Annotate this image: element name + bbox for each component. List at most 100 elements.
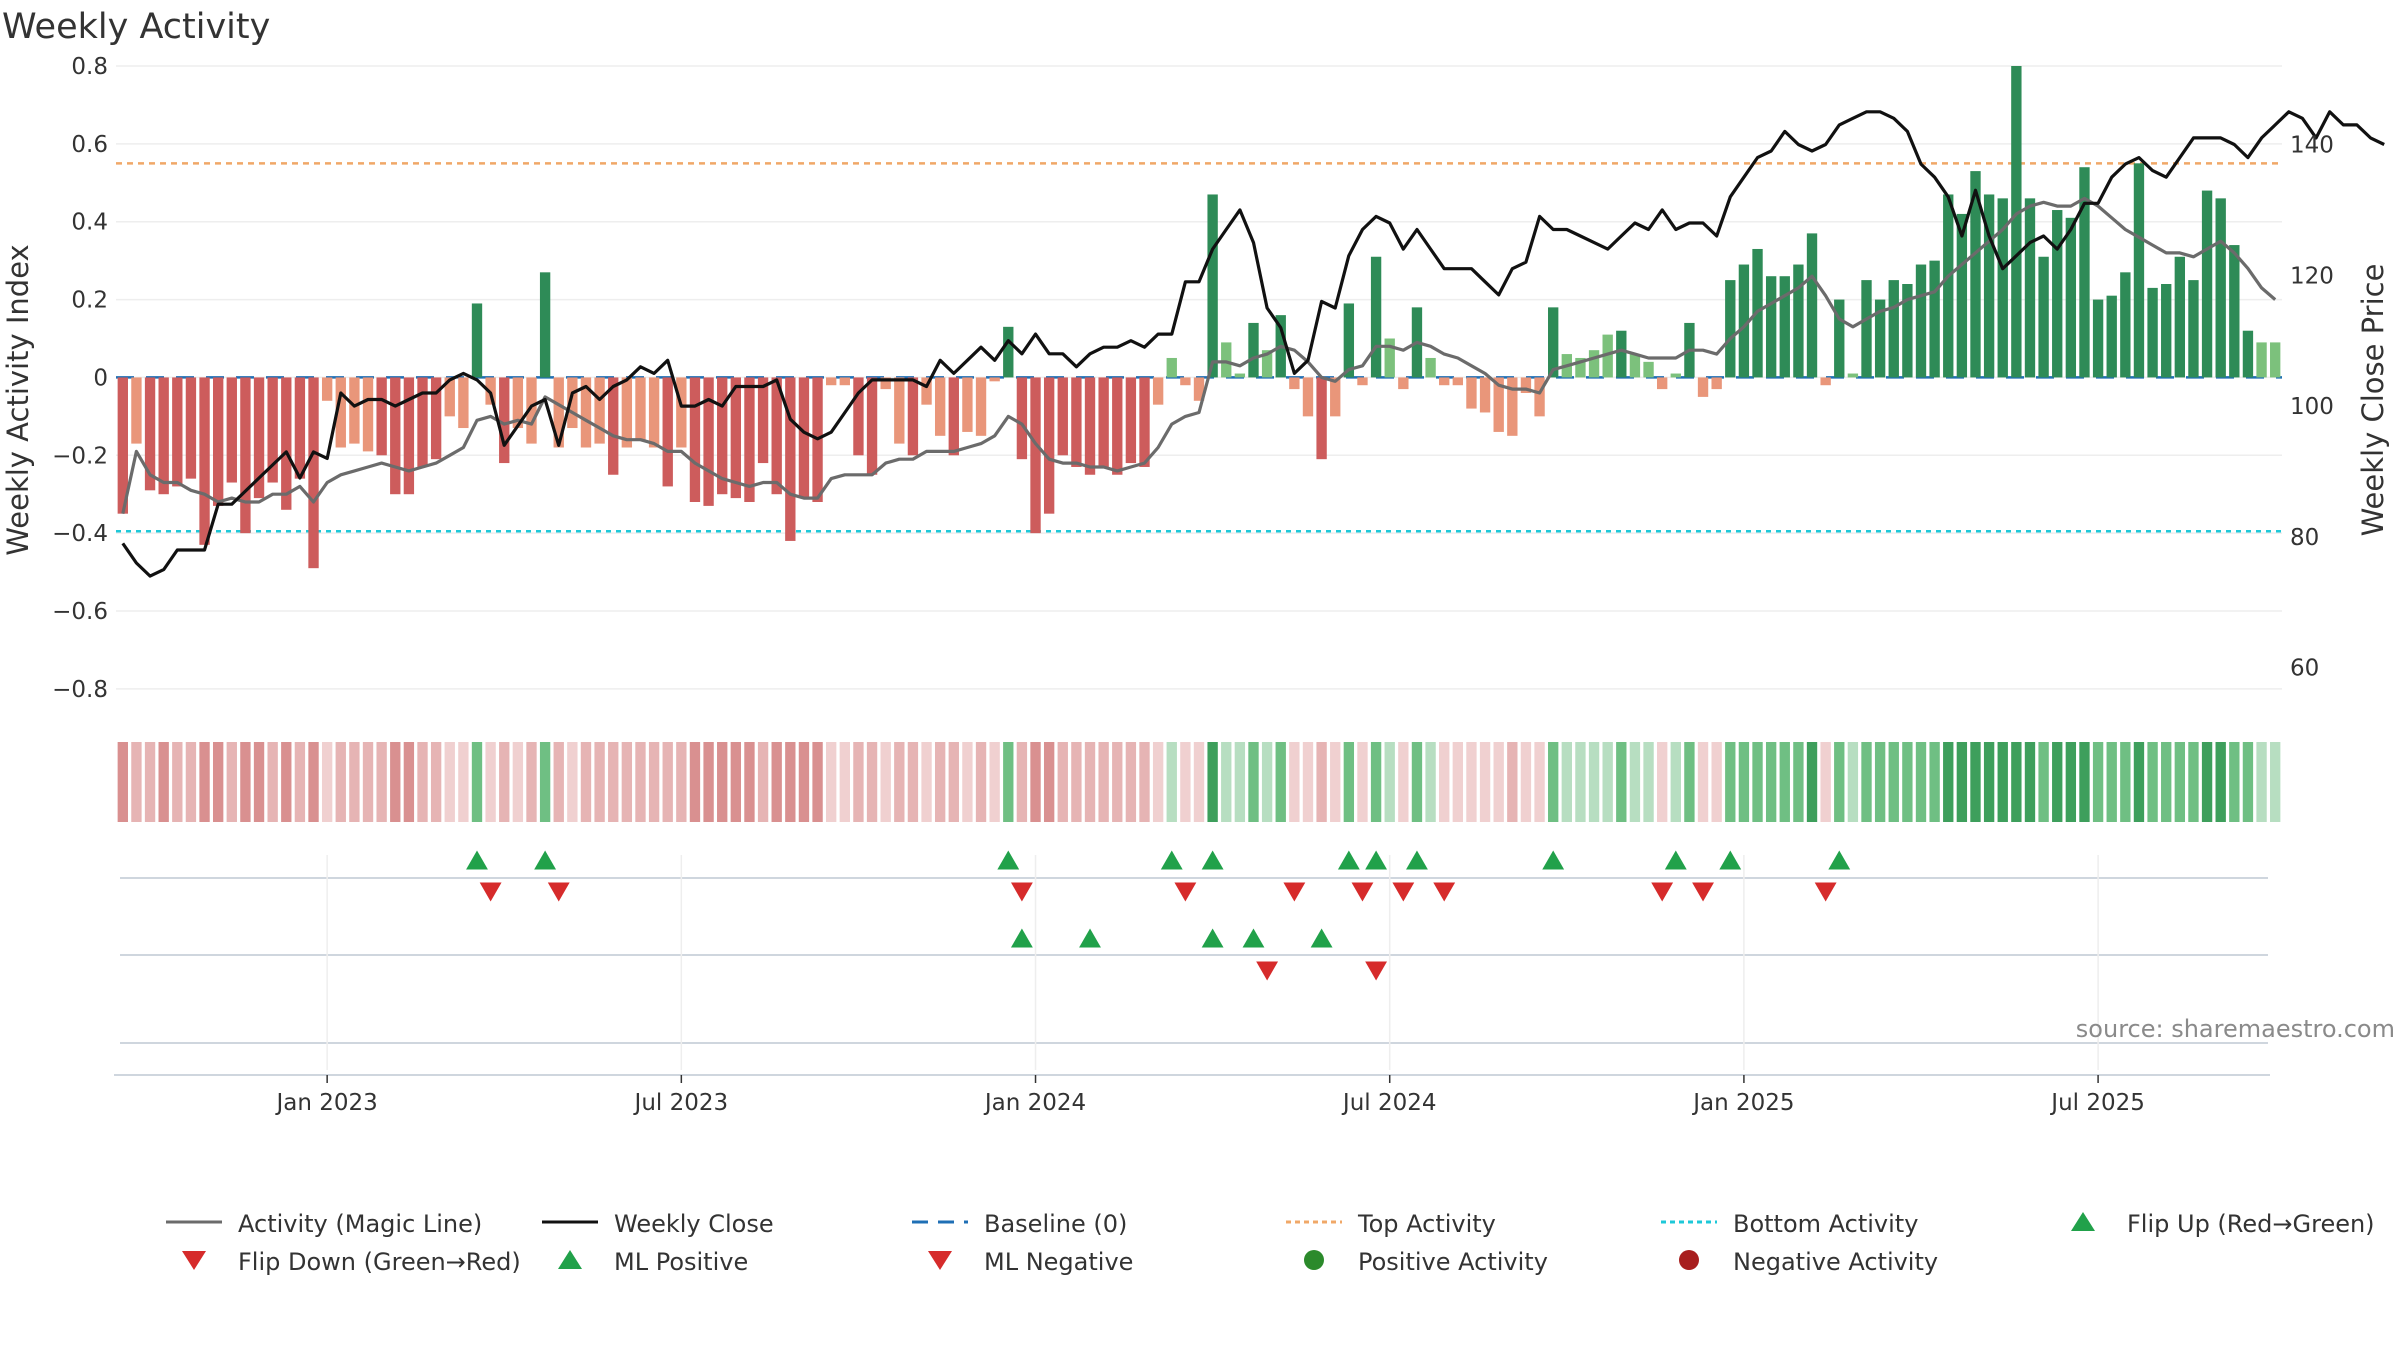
- activity-bar: [281, 377, 292, 510]
- activity-bar: [2024, 198, 2036, 378]
- activity-bar: [1289, 377, 1300, 390]
- heat-cell: [1820, 742, 1831, 822]
- activity-bar: [2092, 299, 2104, 378]
- activity-bar: [2242, 330, 2254, 378]
- heat-cell: [1629, 742, 1641, 822]
- date-tick-label: Jan 2023: [274, 1090, 377, 1116]
- heat-cell: [376, 742, 387, 822]
- activity-bar: [1166, 357, 1177, 378]
- heat-cell: [403, 742, 415, 822]
- left-tick-label: −0.8: [52, 677, 108, 703]
- heat-cell: [2147, 742, 2158, 822]
- flip-down-marker: [1010, 882, 1033, 902]
- legend-label: Activity (Magic Line): [238, 1210, 482, 1238]
- ml-negative-marker: [1365, 961, 1388, 981]
- heat-cell: [2024, 742, 2036, 822]
- activity-bar: [2201, 190, 2213, 378]
- heat-cell: [471, 742, 483, 822]
- activity-bar: [948, 377, 959, 456]
- flip-down-marker: [1433, 882, 1456, 902]
- activity-bar: [240, 377, 251, 534]
- activity-bar: [826, 377, 837, 386]
- heat-cell: [1793, 742, 1804, 822]
- heat-cell: [1874, 742, 1886, 822]
- heat-cell: [1561, 742, 1572, 822]
- activity-bar: [1452, 377, 1464, 386]
- heat-cell: [621, 742, 633, 822]
- heat-cell: [1425, 742, 1436, 822]
- flip-up-marker: [1664, 850, 1687, 870]
- heat-cell: [662, 742, 673, 822]
- left-tick-label: −0.6: [52, 599, 108, 625]
- heat-cell: [2229, 742, 2240, 822]
- date-tick-label: Jan 2024: [983, 1090, 1086, 1116]
- left-tick-label: −0.2: [52, 443, 108, 469]
- activity-bar: [294, 377, 306, 479]
- activity-bar: [1330, 377, 1341, 417]
- activity-bar: [308, 377, 319, 569]
- activity-bar: [703, 377, 714, 506]
- heat-cell: [1534, 742, 1545, 822]
- right-tick-label: 120: [2290, 263, 2334, 289]
- activity-bar: [648, 377, 660, 448]
- date-axis: Jan 2023 Jul 2023 Jan 2024 Jul 2024 Jan 2025…: [114, 855, 2270, 1116]
- heat-cell: [2038, 742, 2049, 822]
- heat-cell: [444, 742, 455, 822]
- heat-cell: [1466, 742, 1477, 822]
- heat-cell: [907, 742, 919, 822]
- activity-bar: [2011, 66, 2022, 378]
- activity-bars: [117, 66, 2281, 569]
- legend-label: Bottom Activity: [1733, 1210, 1918, 1238]
- heat-cell: [608, 742, 619, 822]
- activity-bar: [226, 377, 237, 483]
- activity-bar: [1180, 377, 1191, 386]
- activity-bar: [2106, 295, 2117, 378]
- legend-swatch: [928, 1251, 952, 1270]
- legend-swatch: [1304, 1250, 1324, 1270]
- ml-positive-marker: [1242, 928, 1265, 948]
- activity-bar: [1997, 198, 2008, 378]
- heat-cell: [1725, 742, 1736, 822]
- activity-bar: [1425, 357, 1436, 378]
- heat-cell: [1943, 742, 1954, 822]
- source-credit: source: sharemaestro.com: [2076, 1015, 2395, 1043]
- heat-cell: [1806, 742, 1818, 822]
- heat-cell: [1139, 742, 1150, 822]
- heat-cell: [253, 742, 265, 822]
- heat-cell: [281, 742, 292, 822]
- activity-bar: [417, 377, 428, 467]
- heat-cell: [117, 742, 128, 822]
- activity-bar: [1384, 338, 1395, 378]
- activity-bar: [1629, 354, 1641, 378]
- heat-cell: [539, 742, 551, 822]
- activity-bar: [1711, 377, 1722, 390]
- legend-label: Flip Down (Green→Red): [238, 1248, 521, 1276]
- heat-cell: [648, 742, 660, 822]
- activity-bar: [1902, 284, 1913, 378]
- heat-cell: [1997, 742, 2008, 822]
- activity-bar: [471, 303, 483, 378]
- activity-bar: [1357, 377, 1368, 386]
- date-tick-label: Jan 2025: [1691, 1090, 1794, 1116]
- heat-cell: [1261, 742, 1273, 822]
- flip-up-marker: [466, 850, 488, 870]
- activity-bar: [512, 377, 524, 429]
- activity-bar: [1915, 264, 1927, 378]
- flip-up-marker: [1201, 850, 1224, 870]
- legend: Activity (Magic Line) Weekly Close Baselin…: [166, 1210, 2375, 1276]
- heat-cell: [2079, 742, 2090, 822]
- activity-bar: [1071, 377, 1082, 467]
- activity-bar: [1343, 303, 1355, 378]
- legend-label: Top Activity: [1357, 1210, 1496, 1238]
- activity-bar: [2147, 287, 2158, 378]
- date-tick-label: Jul 2025: [2049, 1090, 2145, 1116]
- heat-cell: [567, 742, 578, 822]
- legend-label: Flip Up (Red→Green): [2127, 1210, 2375, 1238]
- activity-bar: [2038, 256, 2049, 378]
- heat-cell: [1902, 742, 1913, 822]
- heat-cell: [2133, 742, 2145, 822]
- activity-bar: [1616, 330, 1627, 378]
- activity-bar: [934, 377, 946, 436]
- heat-cell: [771, 742, 782, 822]
